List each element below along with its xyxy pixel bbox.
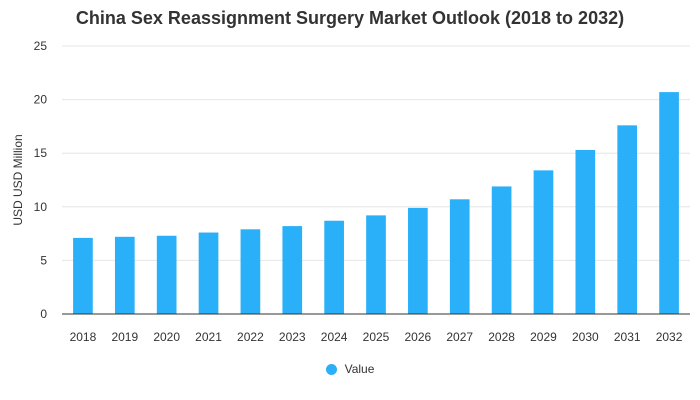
bar-2020[interactable]: [156, 235, 177, 314]
y-tick-label: 5: [40, 253, 47, 267]
x-tick-label: 2030: [572, 330, 599, 344]
bar-2022[interactable]: [240, 229, 261, 314]
bar-2021[interactable]: [198, 232, 219, 314]
x-tick-label: 2024: [321, 330, 348, 344]
x-tick-label: 2023: [279, 330, 306, 344]
y-axis-label-layer: USD USD Million: [11, 134, 25, 225]
chart-title: China Sex Reassignment Surgery Market Ou…: [75, 8, 625, 28]
bar-2023[interactable]: [282, 226, 303, 314]
x-tick-label: 2019: [111, 330, 138, 344]
x-tick-label: 2026: [405, 330, 432, 344]
y-tick-label: 15: [34, 146, 48, 160]
y-tick-label: 20: [34, 93, 48, 107]
y-tick-label: 0: [40, 307, 47, 321]
bar-2030[interactable]: [575, 149, 596, 314]
bar-2031[interactable]: [617, 125, 638, 314]
bar-2019[interactable]: [114, 236, 135, 314]
bar-2029[interactable]: [533, 170, 554, 314]
x-tick-label: 2031: [614, 330, 641, 344]
x-tick-label: 2025: [363, 330, 390, 344]
x-tick-label: 2028: [488, 330, 515, 344]
legend-swatch-value: [325, 363, 337, 375]
x-tick-label: 2021: [195, 330, 222, 344]
x-tick-label: 2029: [530, 330, 557, 344]
x-tick-label: 2032: [656, 330, 683, 344]
y-tick-label: 25: [34, 39, 48, 53]
y-axis-label: USD USD Million: [11, 134, 25, 225]
x-tick-label: 2027: [446, 330, 473, 344]
x-tick-label: 2022: [237, 330, 264, 344]
legend-label-value: Value: [344, 362, 375, 376]
bar-2026[interactable]: [408, 207, 428, 314]
bar-2018[interactable]: [73, 237, 93, 314]
bar-2024[interactable]: [324, 220, 344, 314]
x-tick-label: 2018: [70, 330, 97, 344]
bar-2032[interactable]: [659, 92, 679, 314]
y-tick-label: 10: [34, 200, 48, 214]
bars-layer: [73, 92, 679, 314]
legend[interactable]: Value: [0, 362, 700, 376]
bar-2028[interactable]: [491, 186, 512, 314]
bar-2027[interactable]: [449, 199, 470, 314]
x-tick-label: 2020: [153, 330, 180, 344]
bar-2025[interactable]: [366, 215, 386, 314]
